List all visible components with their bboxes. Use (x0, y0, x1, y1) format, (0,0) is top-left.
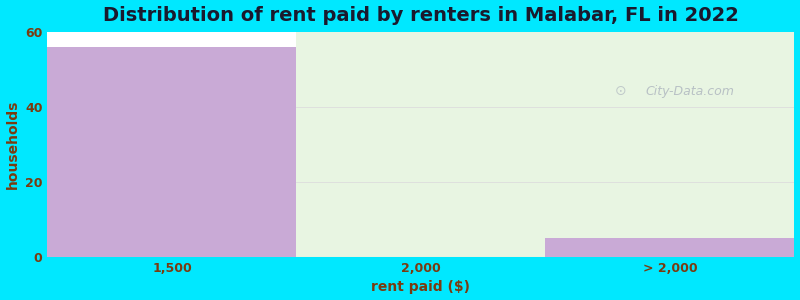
Title: Distribution of rent paid by renters in Malabar, FL in 2022: Distribution of rent paid by renters in … (103, 6, 739, 25)
Text: City-Data.com: City-Data.com (645, 85, 734, 98)
Bar (47, 47, 297, 257)
Bar (546, 238, 794, 257)
Text: ⊙: ⊙ (615, 84, 626, 98)
Bar (297, 32, 794, 257)
Y-axis label: households: households (6, 100, 19, 189)
X-axis label: rent paid ($): rent paid ($) (371, 280, 470, 294)
